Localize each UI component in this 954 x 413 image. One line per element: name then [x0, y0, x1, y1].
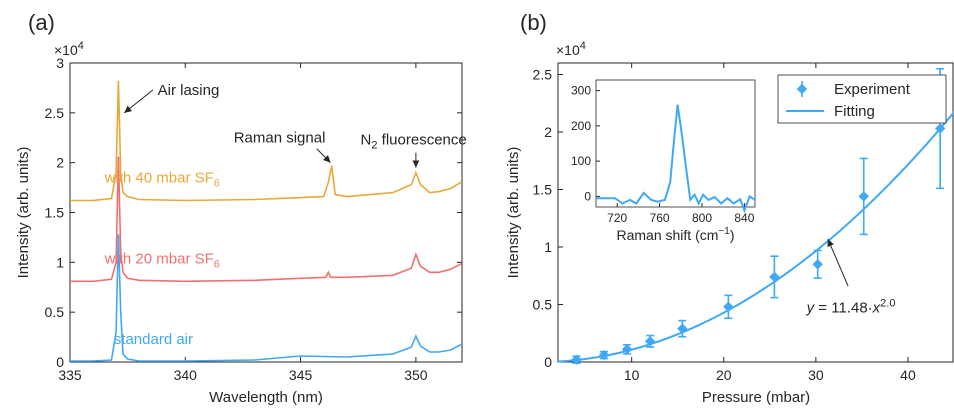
raman-inset: 720 760 800 840 0 100 200 300 Raman shift (cm−1…	[571, 79, 756, 243]
a-ytick-label: 1.5	[45, 205, 65, 221]
panel-a-y-axis-title: Intensity (arb. units)	[15, 147, 32, 279]
inset-series	[596, 104, 756, 214]
panel-b-axes-frame	[557, 62, 954, 363]
b-ytick-label: 1	[544, 239, 552, 255]
fit-formula: y = 11.48·x2.0	[806, 298, 896, 317]
inset-xtick-label: 760	[650, 211, 670, 225]
inset-ytick-label: 0	[584, 189, 591, 203]
series-label-40mbar: with 40 mbar SF6	[104, 170, 220, 190]
panel-a-x-axis-title: Wavelength (nm)	[209, 389, 323, 406]
a-xtick-label: 350	[404, 367, 428, 383]
b-ytick-label: 2.5	[533, 67, 553, 83]
inset-x-axis-title: Raman shift (cm−1)	[617, 226, 735, 243]
legend-experiment-marker	[796, 81, 808, 97]
inset-axes-frame	[595, 79, 756, 208]
a-ytick-label: 3	[56, 55, 64, 71]
legend-fitting-label: Fitting	[834, 103, 875, 120]
fit-arrow-head	[827, 238, 834, 247]
experiment-point	[571, 354, 582, 365]
legend-box	[777, 74, 947, 124]
experiment-point	[677, 323, 688, 334]
inset-ytick-label: 100	[571, 154, 591, 168]
panel-a-chart: 335 340 345 350 0 0.5 1 1.5 2 2.5 3 ×104 Wavelengt…	[15, 40, 467, 406]
a-xtick-label: 335	[58, 367, 82, 383]
a-xtick-label: 345	[289, 367, 313, 383]
inset-raman-line	[596, 104, 756, 214]
experiment-point	[621, 344, 633, 355]
b-ytick-label: 0.5	[533, 297, 553, 313]
a-ytick-label: 0	[56, 354, 64, 370]
panel-a-annotation-arrows	[123, 89, 420, 168]
a-series-line-1	[70, 156, 463, 283]
inset-xtick-label: 840	[734, 211, 754, 225]
b-ytick-label: 1.5	[533, 182, 553, 198]
a-xtick-label: 340	[174, 367, 198, 383]
panel-b-y-multiplier: ×104	[556, 40, 586, 58]
b-ytick-label: 0	[544, 354, 552, 370]
panel-b-legend: Experiment Fitting	[777, 74, 947, 124]
experiment-point	[723, 301, 734, 313]
b-xtick-label: 40	[900, 367, 916, 383]
b-ytick-label: 2	[544, 124, 552, 140]
inset-ticks: 720 760 800 840 0 100 200 300	[571, 84, 755, 225]
experiment-point	[858, 191, 869, 202]
inset-ytick-label: 300	[571, 84, 591, 98]
panel-a-y-multiplier: ×104	[54, 40, 84, 58]
experiment-point	[598, 349, 610, 361]
a-series-line-0	[70, 234, 463, 362]
panel-a-ticks: 335 340 345 350 0 0.5 1 1.5 2 2.5 3	[45, 55, 462, 383]
b-xtick-label: 10	[624, 367, 640, 383]
annotation-air-lasing: Air lasing	[158, 82, 220, 99]
experiment-point	[644, 336, 656, 347]
n2-arrow-head	[412, 160, 420, 168]
series-label-20mbar: with 20 mbar SF6	[104, 250, 220, 270]
series-label-standard-air: standard air	[114, 331, 193, 348]
annotation-raman-signal: Raman signal	[234, 130, 326, 147]
panel-b-chart: 10 20 30 40 0 0.5 1 1.5 2 2.5 ×104 Pressure (mbar…	[505, 40, 954, 406]
panel-a-label: (a)	[28, 10, 55, 35]
inset-xtick-label: 800	[692, 211, 712, 225]
a-ytick-label: 2.5	[45, 105, 65, 121]
fit-annotation-arrow	[827, 238, 849, 287]
panel-b-label: (b)	[520, 10, 547, 35]
legend-experiment-label: Experiment	[834, 81, 911, 98]
a-ytick-label: 0.5	[45, 304, 65, 320]
a-ytick-label: 1	[56, 254, 64, 270]
panel-b-ticks: 10 20 30 40 0 0.5 1 1.5 2 2.5	[533, 63, 916, 383]
fit-arrow-shaft	[827, 238, 849, 287]
experiment-point	[934, 123, 946, 134]
panel-b-y-axis-title: Intensity (arb. units)	[505, 147, 522, 279]
panel-a-series	[70, 80, 463, 362]
inset-ytick-label: 200	[571, 119, 591, 133]
a-series-line-2	[70, 80, 463, 202]
experiment-point	[769, 271, 780, 283]
inset-xtick-label: 720	[607, 211, 627, 225]
a-ytick-label: 2	[56, 155, 64, 171]
air-lasing-arrow-head	[124, 105, 132, 113]
panel-b-x-axis-title: Pressure (mbar)	[702, 389, 810, 406]
annotation-n2-fluorescence: N2 fluorescence	[361, 132, 467, 152]
fitting-curve	[557, 111, 954, 363]
legend-diamond	[796, 83, 808, 95]
experiment-point	[812, 259, 823, 270]
b-xtick-label: 20	[716, 367, 732, 383]
b-xtick-label: 30	[808, 367, 824, 383]
raman-arrow-head	[323, 155, 331, 163]
